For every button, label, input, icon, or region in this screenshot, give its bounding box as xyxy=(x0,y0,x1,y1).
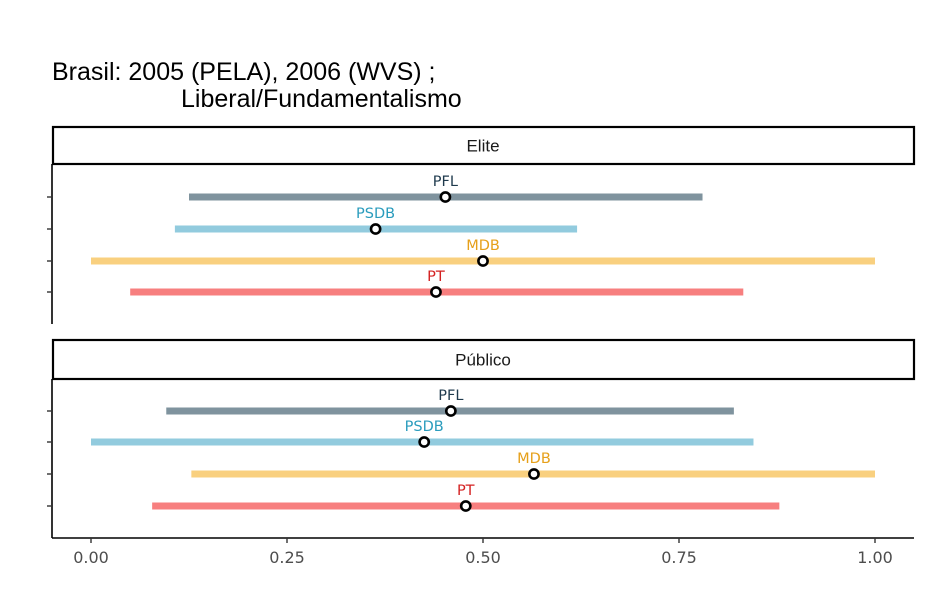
x-tick-label: 0.75 xyxy=(661,548,697,567)
point-marker-pfl xyxy=(439,191,452,203)
point-label-pfl: PFL xyxy=(438,388,463,404)
point-marker-pt xyxy=(430,286,442,298)
point-label-pfl: PFL xyxy=(433,174,458,190)
x-tick-label: 0.00 xyxy=(73,548,109,567)
x-tick-label: 0.50 xyxy=(465,548,501,567)
point-label-mdb: MDB xyxy=(466,238,500,254)
x-tick-label: 1.00 xyxy=(857,548,893,567)
point-marker-pt xyxy=(459,500,472,512)
x-tick-label: 0.25 xyxy=(269,548,305,567)
facet-strip xyxy=(51,125,916,166)
facet-strip-label: Público xyxy=(455,351,511,370)
point-label-psdb: PSDB xyxy=(356,206,395,222)
point-marker-psdb xyxy=(418,436,431,448)
chart-title-line1: Brasil: 2005 (PELA), 2006 (WVS) ; xyxy=(52,58,435,86)
point-label-pt: PT xyxy=(457,483,475,499)
facet-strip-label: Elite xyxy=(466,137,499,156)
point-marker-psdb xyxy=(369,223,382,235)
point-label-mdb: MDB xyxy=(517,451,551,467)
facet-panels: Elite PFL PSDB MDB PT Público PFL PSDB MDB PT xyxy=(47,125,916,538)
point-marker-mdb xyxy=(528,468,540,480)
facet-panel-1: Elite PFL PSDB MDB PT xyxy=(47,125,916,324)
x-axis: 0.00 0.25 0.50 0.75 1.00 xyxy=(52,537,914,567)
point-label-psdb: PSDB xyxy=(405,419,444,435)
facet-panel-2: Público PFL PSDB MDB PT xyxy=(47,338,916,538)
point-marker-pfl xyxy=(444,405,457,417)
point-label-pt: PT xyxy=(427,269,445,285)
point-marker-mdb xyxy=(477,255,489,267)
chart-title-line2: Liberal/Fundamentalismo xyxy=(181,85,462,113)
facet-strip xyxy=(51,338,916,381)
